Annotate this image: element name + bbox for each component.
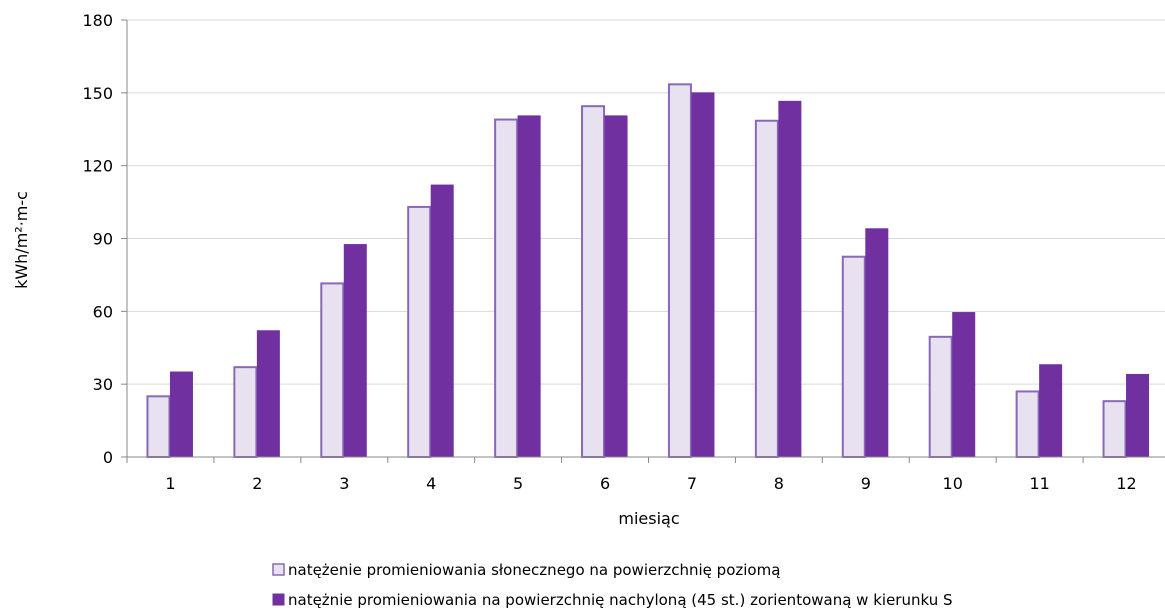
legend-label-tilted: natężnie promieniowania na powierzchnię … xyxy=(288,591,953,609)
y-tick-label: 180 xyxy=(82,11,113,30)
y-tick-label: 120 xyxy=(82,157,113,176)
bar-tilted xyxy=(517,115,541,458)
bar-horizontal xyxy=(233,366,258,458)
x-tick-label: 9 xyxy=(861,474,871,493)
bar-tilted xyxy=(1039,364,1063,458)
x-tick-label: 1 xyxy=(165,474,175,493)
legend-label-horizontal: natężenie promieniowania słonecznego na … xyxy=(288,561,780,579)
bar-horizontal xyxy=(146,395,171,458)
bar-horizontal xyxy=(320,282,345,458)
bar-horizontal xyxy=(928,335,953,459)
bar-tilted xyxy=(256,330,280,458)
bar-tilted xyxy=(604,115,628,458)
gridlines xyxy=(127,19,1165,385)
bar-horizontal xyxy=(1102,400,1127,458)
x-tick-label: 3 xyxy=(339,474,349,493)
bar-tilted xyxy=(778,100,802,458)
x-axis-title: miesiąc xyxy=(618,509,679,528)
bar-horizontal xyxy=(841,255,866,459)
x-tick-label: 7 xyxy=(687,474,697,493)
bar-horizontal xyxy=(754,119,779,458)
x-tick-label: 11 xyxy=(1029,474,1049,493)
y-tick-label: 150 xyxy=(82,84,113,103)
y-ticks: 0 30 60 90 120 150 180 xyxy=(82,11,127,467)
x-tick-label: 5 xyxy=(513,474,523,493)
x-tick-label: 4 xyxy=(426,474,436,493)
y-tick-label: 90 xyxy=(93,230,113,249)
bar-tilted xyxy=(691,92,715,458)
bars xyxy=(146,83,1150,459)
bar-horizontal xyxy=(1015,390,1040,459)
bar-tilted xyxy=(343,244,367,458)
y-axis-title: kWh/m²·m-c xyxy=(12,191,31,289)
x-tick-label: 2 xyxy=(252,474,262,493)
x-tick-label: 10 xyxy=(943,474,963,493)
x-ticks: 1 2 3 4 5 6 7 8 9 10 11 12 xyxy=(126,457,1137,493)
bar-horizontal xyxy=(581,105,606,459)
bar-tilted xyxy=(169,371,193,458)
bar-horizontal xyxy=(494,118,519,459)
x-tick-label: 12 xyxy=(1116,474,1136,493)
y-tick-label: 30 xyxy=(93,375,113,394)
x-tick-label: 6 xyxy=(600,474,610,493)
bar-horizontal xyxy=(667,83,692,458)
legend: natężenie promieniowania słonecznego na … xyxy=(272,561,953,609)
bar-horizontal xyxy=(407,205,432,458)
legend-swatch-tilted xyxy=(272,593,285,606)
y-tick-label: 0 xyxy=(103,448,113,467)
x-tick-label: 8 xyxy=(774,474,784,493)
bar-tilted xyxy=(865,228,889,458)
bar-tilted xyxy=(430,184,454,458)
bar-tilted xyxy=(1126,373,1150,458)
legend-swatch-horizontal xyxy=(272,563,285,576)
bar-tilted xyxy=(952,312,976,458)
y-tick-label: 60 xyxy=(93,302,113,321)
